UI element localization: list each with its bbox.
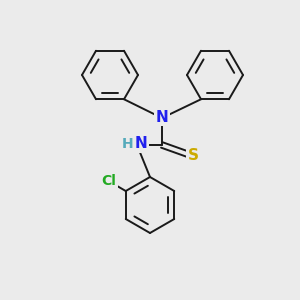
Text: N: N <box>135 136 147 152</box>
Text: Cl: Cl <box>101 174 116 188</box>
Text: S: S <box>188 148 199 163</box>
Text: N: N <box>156 110 168 124</box>
Text: H: H <box>122 137 134 151</box>
